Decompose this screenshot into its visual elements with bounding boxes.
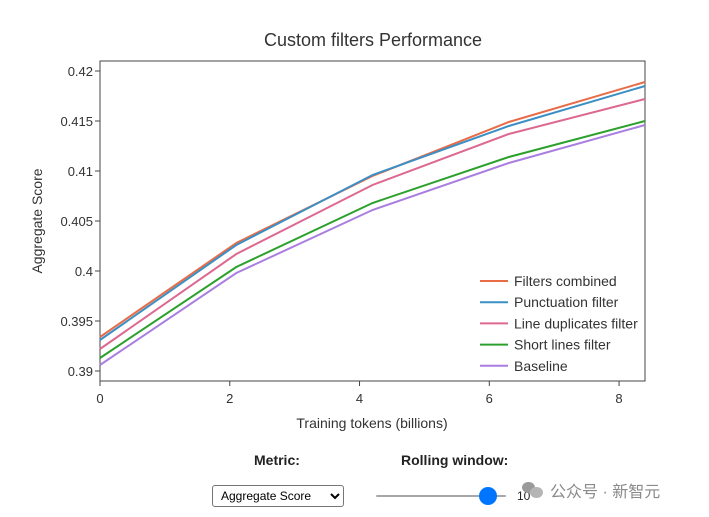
series-line-baseline — [99, 124, 646, 366]
metric-select[interactable]: Aggregate Score — [212, 485, 344, 507]
x-axis: 0 2 4 6 8 — [96, 381, 623, 406]
legend-label: Line duplicates filter — [514, 315, 638, 331]
y-tick-label: 0.39 — [68, 364, 93, 379]
x-tick-label: 2 — [226, 391, 233, 406]
rolling-window-slider[interactable] — [376, 487, 506, 505]
series-line-punctuation-filter — [99, 85, 646, 341]
slider-thumb[interactable] — [479, 487, 498, 505]
slider-track — [376, 495, 506, 497]
x-tick-label: 4 — [356, 391, 363, 406]
y-axis: 0.39 0.395 0.4 0.405 0.41 0.415 0.42 — [60, 64, 100, 379]
y-axis-label: Aggregate Score — [29, 168, 45, 273]
series-lines — [99, 81, 646, 366]
series-line-line-duplicates-filter — [99, 98, 646, 350]
y-tick-label: 0.415 — [60, 114, 93, 129]
y-tick-label: 0.395 — [60, 314, 93, 329]
x-tick-label: 6 — [486, 391, 493, 406]
legend-label: Punctuation filter — [514, 294, 619, 310]
y-tick-label: 0.42 — [68, 64, 93, 79]
y-tick-label: 0.4 — [75, 264, 93, 279]
y-tick-label: 0.405 — [60, 214, 93, 229]
chart-title: Custom filters Performance — [264, 30, 482, 50]
x-axis-label: Training tokens (billions) — [296, 415, 447, 431]
y-tick-label: 0.41 — [68, 164, 93, 179]
x-tick-label: 0 — [96, 391, 103, 406]
legend-label: Filters combined — [514, 273, 617, 289]
legend-label: Baseline — [514, 358, 568, 374]
legend: Filters combined Punctuation filter Line d… — [480, 273, 638, 374]
legend-label: Short lines filter — [514, 337, 611, 353]
x-tick-label: 8 — [615, 391, 622, 406]
series-line-short-lines-filter — [99, 120, 646, 359]
